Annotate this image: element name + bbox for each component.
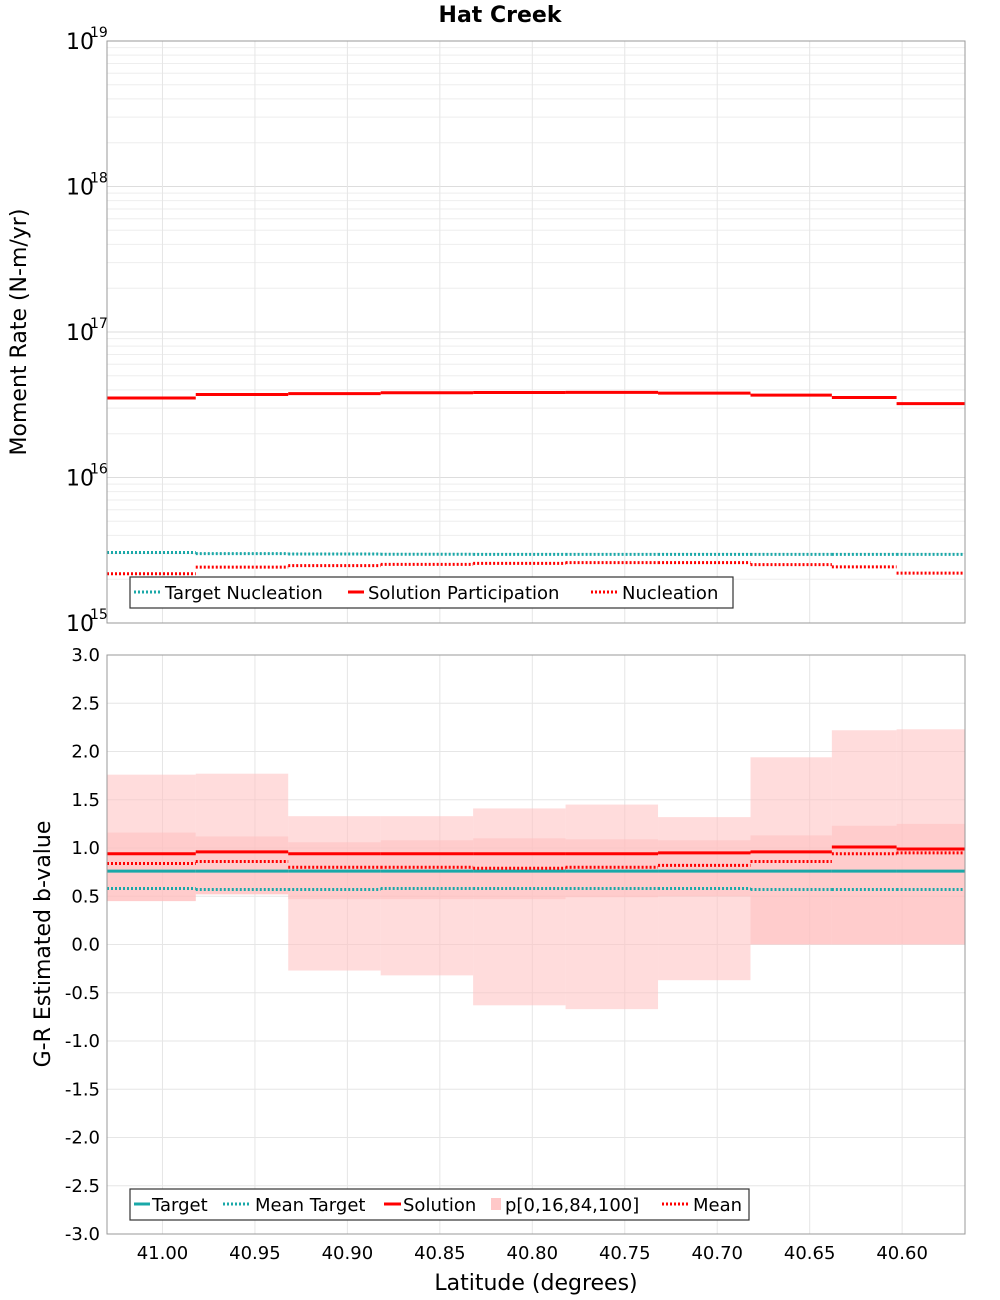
x-tick-label: 40.65: [784, 1243, 836, 1264]
band-inner-p16-p84: [896, 823, 965, 945]
bottom-y-tick-label: 3.0: [71, 645, 100, 666]
top-y-tick-label-exponent: 16: [90, 462, 108, 478]
bottom-y-tick-labels: -3.0 -2.5 -2.0 -1.5 -1.0 -0.5 0.0 0.5 1.0 1.5 2.0 2…: [65, 645, 100, 1245]
bottom-y-tick-label: -1.0: [65, 1031, 100, 1052]
bottom-y-tick-label: 0.0: [71, 935, 100, 956]
bottom-y-tick-label: 2.0: [71, 742, 100, 763]
legend-label-percentiles: p[0,16,84,100]: [505, 1195, 639, 1216]
x-tick-label: 40.80: [507, 1243, 559, 1264]
top-y-tick-label-base: 10: [66, 467, 94, 492]
top-gridlines: [107, 41, 965, 624]
top-legend: Target Nucleation Solution Participation…: [129, 576, 734, 609]
legend-label-solution-participation: Solution Participation: [368, 583, 559, 604]
bottom-y-tick-label: -3.0: [65, 1224, 100, 1245]
top-legend-box: [129, 576, 734, 609]
band-outer-p0-p100: [473, 808, 566, 1006]
band-inner-p16-p84: [831, 825, 897, 945]
top-y-tick-label-exponent: 15: [90, 607, 108, 623]
band-inner-p16-p84: [658, 840, 751, 897]
top-y-tick-label-base: 10: [66, 30, 94, 55]
bottom-legend-box: [129, 1188, 750, 1221]
x-axis-label: Latitude (degrees): [434, 1271, 637, 1296]
bottom-y-axis-label: G-R Estimated b-value: [31, 821, 56, 1068]
band-inner-p16-p84: [107, 832, 196, 902]
bottom-y-tick-label: -0.5: [65, 983, 100, 1004]
top-y-tick-label-base: 10: [66, 612, 94, 637]
band-outer-p0-p100: [565, 804, 659, 1010]
top-y-tick-label-exponent: 19: [90, 25, 108, 41]
top-y-tick-label-base: 10: [66, 321, 94, 346]
bottom-plot-frame: [106, 654, 966, 1235]
top-y-tick-label-base: 10: [66, 176, 94, 201]
bottom-y-tick-label: -2.5: [65, 1176, 100, 1197]
bottom-y-tick-label: 2.5: [71, 693, 100, 714]
x-tick-labels: 41.00 40.95 40.90 40.85 40.80 40.75 40.70 40.65…: [137, 1243, 928, 1264]
x-tick-label: 40.75: [599, 1243, 651, 1264]
bottom-series-group: [107, 845, 965, 891]
x-tick-label: 40.90: [322, 1243, 374, 1264]
legend-label-target-nucleation: Target Nucleation: [164, 583, 323, 604]
bottom-y-tick-label: -2.0: [65, 1128, 100, 1149]
top-series-group: [107, 390, 965, 576]
top-plot-frame: [106, 40, 966, 624]
legend-label-target: Target: [151, 1195, 208, 1216]
bottom-y-tick-label: 1.0: [71, 838, 100, 859]
x-tick-label: 40.60: [876, 1243, 928, 1264]
legend-label-nucleation: Nucleation: [622, 583, 718, 604]
legend-label-mean: Mean: [693, 1195, 742, 1216]
bottom-y-tick-label: 0.5: [71, 886, 100, 907]
top-y-tick-label-exponent: 18: [90, 171, 108, 187]
band-inner-p16-p84: [195, 836, 289, 895]
legend-label-solution: Solution: [403, 1195, 476, 1216]
top-y-tick-label-exponent: 17: [90, 316, 108, 332]
legend-label-mean-target: Mean Target: [255, 1195, 365, 1216]
bottom-legend: Target Mean Target Solution p[0,16,84,10…: [129, 1188, 750, 1221]
bottom-y-tick-label: 1.5: [71, 790, 100, 811]
chart-title: Hat Creek: [439, 3, 563, 28]
top-y-axis-label: Moment Rate (N-m/yr): [7, 209, 32, 456]
x-tick-label: 40.95: [229, 1243, 281, 1264]
x-tick-label: 40.85: [414, 1243, 466, 1264]
legend-swatch-percentiles: [491, 1198, 501, 1210]
x-tick-label: 40.70: [691, 1243, 743, 1264]
bottom-y-tick-label: -1.5: [65, 1079, 100, 1100]
bottom-panel: -3.0 -2.5 -2.0 -1.5 -1.0 -0.5 0.0 0.5 1.0 1.5 2.0 2…: [31, 645, 966, 1296]
x-tick-label: 41.00: [137, 1243, 189, 1264]
